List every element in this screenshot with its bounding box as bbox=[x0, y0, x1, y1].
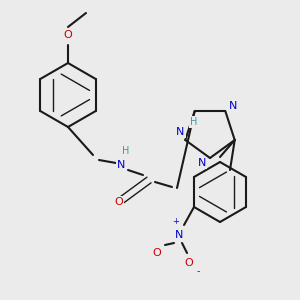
Text: N: N bbox=[229, 101, 238, 111]
Text: O: O bbox=[115, 197, 123, 207]
Text: N: N bbox=[176, 127, 184, 137]
Text: N: N bbox=[175, 230, 183, 240]
Text: O: O bbox=[64, 30, 72, 40]
Text: O: O bbox=[153, 248, 161, 258]
Text: H: H bbox=[190, 117, 197, 127]
Text: O: O bbox=[184, 258, 194, 268]
Text: N: N bbox=[198, 158, 206, 168]
Text: -: - bbox=[196, 266, 200, 276]
Text: +: + bbox=[172, 217, 179, 226]
Text: N: N bbox=[117, 160, 125, 170]
Text: H: H bbox=[122, 146, 130, 156]
